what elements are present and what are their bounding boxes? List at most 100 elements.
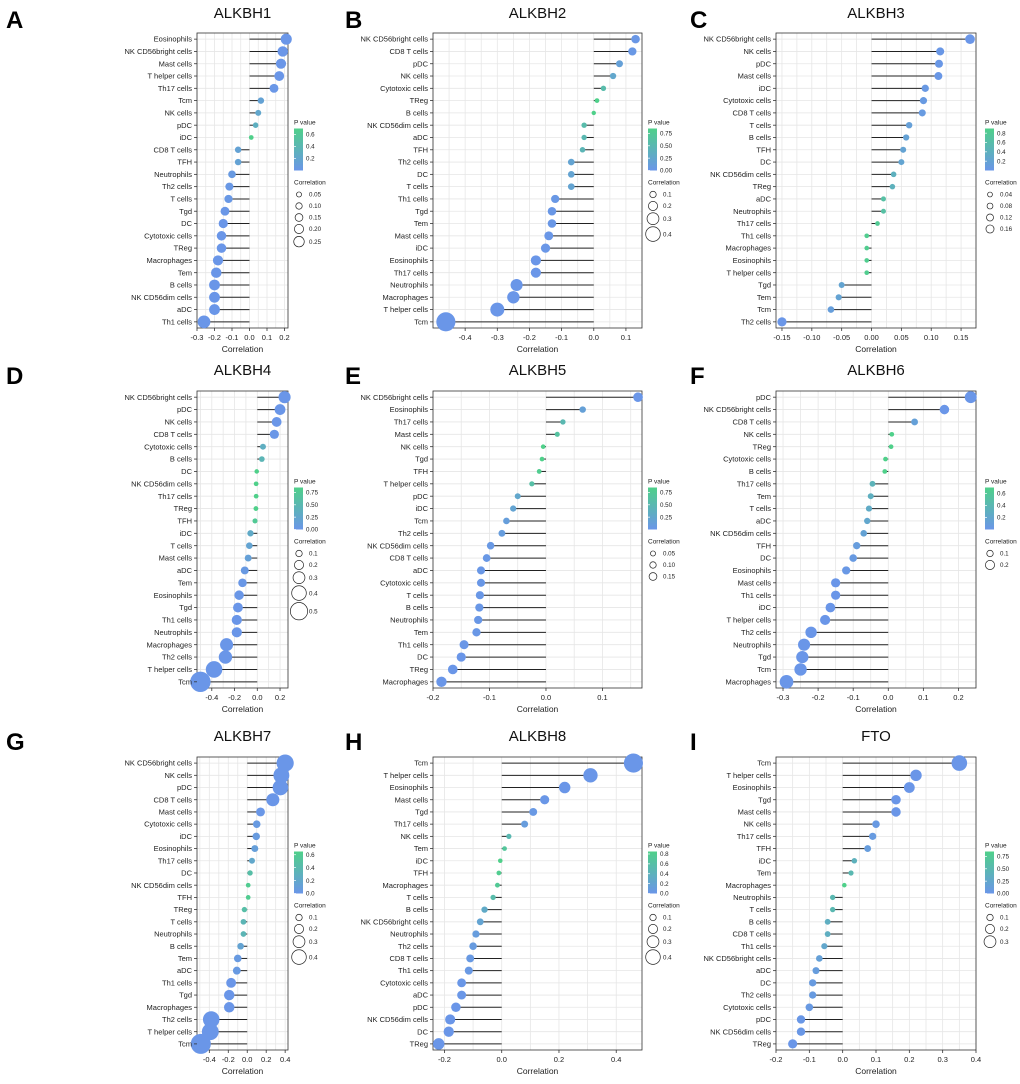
y-tick-label: iDC xyxy=(180,133,193,142)
panel-c: NK CD56bright cells NK cells pDC Mast cells… xyxy=(690,5,1017,354)
lollipop-point xyxy=(889,183,896,190)
y-tick-label: TFH xyxy=(177,158,192,167)
lollipop-point xyxy=(211,267,222,278)
x-tick-label: 0.1 xyxy=(918,693,928,702)
y-tick-label: Tgd xyxy=(415,808,428,817)
y-tick-label: T cells xyxy=(170,917,192,926)
lollipop-point xyxy=(529,807,538,816)
lollipop-point xyxy=(888,444,894,450)
correlation-legend-circle xyxy=(985,924,995,934)
correlation-legend-label: 0.15 xyxy=(309,215,322,222)
lollipop-point xyxy=(951,755,968,771)
panel-title: ALKBH1 xyxy=(214,5,272,22)
y-tick-label: Th17 cells xyxy=(158,492,192,501)
x-tick-label: 0.1 xyxy=(621,333,631,342)
y-tick-label: T cells xyxy=(749,905,771,914)
y-tick-label: Eosinophils xyxy=(390,256,429,265)
correlation-legend-label: 0.2 xyxy=(663,926,672,933)
lollipop-point xyxy=(197,315,211,329)
lollipop-point xyxy=(445,1014,456,1025)
x-tick-label: -0.15 xyxy=(773,333,790,342)
lollipop-point xyxy=(514,493,521,500)
correlation-legend-circle xyxy=(646,212,660,225)
correlation-legend-label: 0.4 xyxy=(309,954,318,961)
lollipop-point xyxy=(253,506,259,511)
y-tick-label: aDC xyxy=(413,991,429,1000)
colorbar-tick-label: 0.75 xyxy=(660,490,673,497)
correlation-legend-label: 0.4 xyxy=(663,231,672,238)
y-tick-label: NK cells xyxy=(743,430,771,439)
y-tick-label: NK CD56bright cells xyxy=(124,47,192,56)
plot-border xyxy=(432,32,643,329)
y-tick-label: Cytotoxic cells xyxy=(723,1003,771,1012)
correlation-legend-circle xyxy=(983,935,997,948)
correlation-legend-circle xyxy=(295,202,303,210)
correlation-legend-title: Correlation xyxy=(294,539,326,546)
lollipop-point xyxy=(910,769,922,782)
lollipop-point xyxy=(864,517,871,525)
y-tick-label: NK cells xyxy=(400,72,428,81)
plot-border xyxy=(196,756,289,1051)
lollipop-point xyxy=(476,578,486,587)
x-tick-label: 0.0 xyxy=(541,693,551,702)
correlation-legend-label: 0.10 xyxy=(309,203,322,210)
lollipop-point xyxy=(835,294,842,301)
colorbar-tick-label: 0.25 xyxy=(306,514,319,521)
y-tick-label: Tem xyxy=(414,219,428,228)
y-tick-label: NK CD56dim cells xyxy=(131,881,192,890)
lollipop-point xyxy=(623,753,643,773)
y-tick-label: TFH xyxy=(756,541,771,550)
lollipop-point xyxy=(466,954,475,963)
lollipop-point xyxy=(510,278,523,292)
lollipop-point xyxy=(851,858,858,864)
lollipop-point xyxy=(567,183,575,190)
lollipop-point xyxy=(891,794,901,805)
lollipop-point xyxy=(921,84,929,92)
lollipop-point xyxy=(252,518,258,524)
x-tick-label: -0.3 xyxy=(777,693,790,702)
y-tick-label: Cytotoxic cells xyxy=(723,96,771,105)
correlation-legend-label: 0.08 xyxy=(1000,203,1013,210)
y-tick-label: aDC xyxy=(413,133,429,142)
colorbar-tick-label: 0.75 xyxy=(306,490,319,497)
lollipop-point xyxy=(234,590,244,600)
x-tick-label: 0.4 xyxy=(280,1055,290,1064)
correlation-legend-label: 0.12 xyxy=(1000,215,1013,222)
correlation-legend-circle xyxy=(648,572,658,581)
lollipop-point xyxy=(456,652,466,662)
correlation-legend-label: 0.3 xyxy=(663,939,672,946)
lollipop-point xyxy=(474,615,483,625)
lollipop-point xyxy=(510,505,517,512)
y-tick-label: TFH xyxy=(756,145,771,154)
correlation-legend-label: 0.5 xyxy=(309,608,318,615)
y-tick-label: Tgd xyxy=(179,991,192,1000)
y-tick-label: T cells xyxy=(170,195,192,204)
correlation-legend-circle xyxy=(294,213,304,222)
correlation-legend-label: 0.04 xyxy=(1000,192,1013,199)
lollipop-point xyxy=(234,146,242,154)
lollipop-point xyxy=(254,469,259,474)
y-tick-label: TReg xyxy=(410,1039,428,1048)
lollipop-point xyxy=(581,134,587,141)
colorbar-tick-label: 0.8 xyxy=(660,851,669,858)
lollipop-point xyxy=(809,991,817,999)
x-tick-label: 0.00 xyxy=(864,333,879,342)
plot-background xyxy=(433,33,642,328)
lollipop-point xyxy=(209,279,220,291)
pvalue-legend-title: P value xyxy=(294,479,316,486)
y-tick-label: Th2 cells xyxy=(398,529,428,538)
colorbar-tick-label: 0.75 xyxy=(997,854,1010,861)
lollipop-point xyxy=(540,795,550,805)
pvalue-colorbar xyxy=(648,487,657,530)
lollipop-point xyxy=(805,626,817,639)
panel-g: NK CD56bright cells NK cells pDC CD8 T cell… xyxy=(6,728,326,1076)
x-tick-label: -0.2 xyxy=(438,1055,451,1064)
correlation-legend-label: 0.3 xyxy=(309,575,318,582)
y-tick-label: Neutrophils xyxy=(733,893,771,902)
y-tick-label: Mast cells xyxy=(159,59,193,68)
lollipop-point xyxy=(234,158,242,166)
colorbar-tick-label: 0.4 xyxy=(997,149,1006,156)
y-tick-label: Neutrophils xyxy=(733,207,771,216)
lollipop-point xyxy=(232,966,241,975)
